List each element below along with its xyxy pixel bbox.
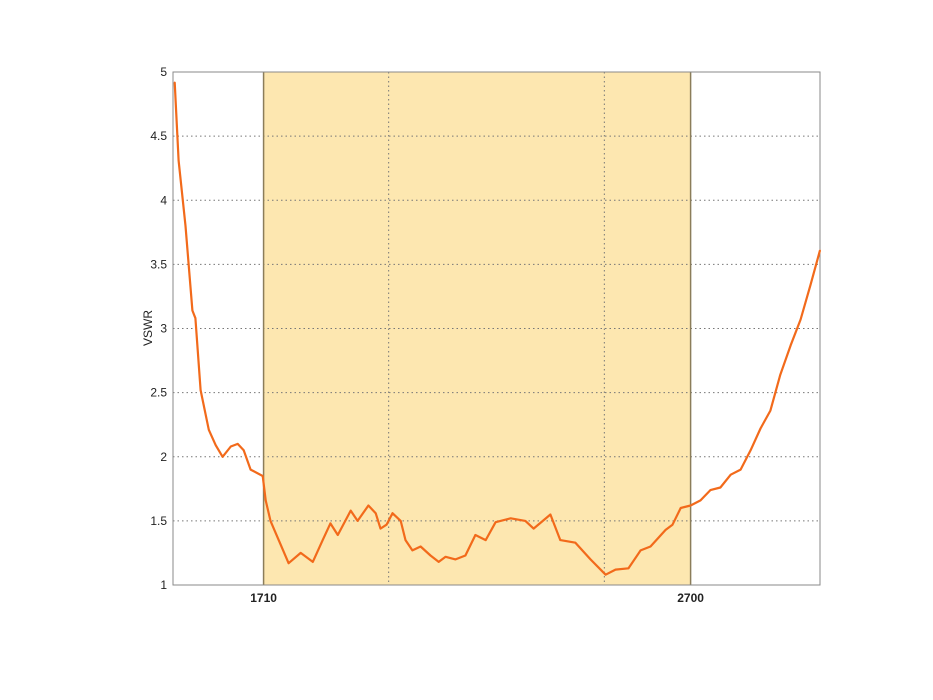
y-tick-label: 1.5 — [150, 514, 167, 528]
data-point — [709, 489, 712, 491]
data-point — [474, 534, 477, 536]
data-point — [191, 309, 194, 312]
data-point — [532, 527, 535, 530]
data-point — [819, 249, 821, 252]
data-point — [809, 284, 812, 286]
data-point — [214, 444, 217, 447]
data-point — [199, 389, 202, 391]
highlight-band — [263, 72, 691, 585]
data-point — [311, 561, 314, 563]
data-point — [639, 549, 642, 552]
data-point — [444, 555, 447, 558]
data-point — [649, 545, 652, 548]
data-point — [509, 517, 512, 520]
data-point — [524, 520, 527, 522]
data-point — [419, 545, 422, 548]
y-tick-label: 5 — [160, 65, 167, 79]
y-tick-label: 2.5 — [150, 386, 167, 400]
data-point — [769, 409, 772, 412]
data-point — [729, 473, 732, 476]
data-point — [604, 573, 607, 576]
data-point — [194, 317, 197, 320]
data-point — [277, 539, 280, 541]
data-point — [494, 521, 497, 523]
data-point — [264, 499, 267, 502]
data-point — [589, 558, 592, 561]
data-point — [614, 568, 617, 571]
data-point — [221, 455, 224, 458]
data-point — [356, 520, 359, 522]
data-point — [329, 522, 332, 525]
data-point — [287, 562, 290, 564]
data-point — [404, 539, 407, 541]
data-point — [349, 509, 352, 512]
y-axis-label: VSWR — [141, 310, 155, 346]
data-point — [173, 81, 176, 84]
data-point — [411, 549, 414, 552]
data-point — [749, 449, 752, 452]
data-point — [299, 552, 302, 554]
data-point — [464, 554, 467, 557]
data-point — [208, 429, 210, 431]
data-point — [229, 445, 232, 448]
data-point — [242, 449, 245, 452]
y-tick-label: 4.5 — [150, 129, 167, 143]
data-point — [429, 554, 432, 557]
data-point — [399, 520, 402, 522]
data-point — [391, 512, 394, 514]
data-point — [689, 504, 692, 507]
data-point — [549, 513, 552, 516]
data-point — [454, 558, 457, 561]
y-tick-label: 4 — [160, 193, 167, 207]
data-point — [437, 561, 440, 563]
data-point — [799, 318, 802, 321]
data-point — [177, 159, 180, 162]
x-tick-label: 2700 — [677, 591, 704, 605]
data-point — [739, 468, 742, 471]
data-point — [367, 504, 370, 507]
data-point — [679, 507, 682, 509]
plot-frame — [172, 71, 821, 586]
data-point — [374, 512, 377, 514]
data-point — [627, 567, 630, 570]
data-point — [671, 523, 674, 526]
data-point — [484, 539, 487, 541]
data-point — [719, 486, 722, 489]
data-point — [261, 475, 264, 477]
data-point — [249, 468, 252, 471]
data-point — [379, 527, 382, 530]
data-point — [336, 534, 339, 536]
data-point — [699, 499, 702, 502]
y-tick-label: 3.5 — [150, 257, 167, 271]
data-point — [269, 520, 272, 522]
data-point — [789, 344, 792, 346]
data-point — [574, 541, 577, 544]
data-point — [759, 427, 762, 430]
y-tick-label: 2 — [160, 450, 167, 464]
data-point — [385, 523, 388, 526]
y-tick-label: 3 — [160, 322, 167, 336]
x-tick-label: 1710 — [250, 591, 277, 605]
data-point — [184, 225, 187, 227]
y-tick-label: 1 — [160, 578, 167, 592]
data-point — [559, 539, 562, 541]
data-point — [779, 373, 782, 376]
data-point — [664, 529, 667, 531]
data-point — [321, 539, 324, 541]
data-point — [236, 443, 239, 445]
